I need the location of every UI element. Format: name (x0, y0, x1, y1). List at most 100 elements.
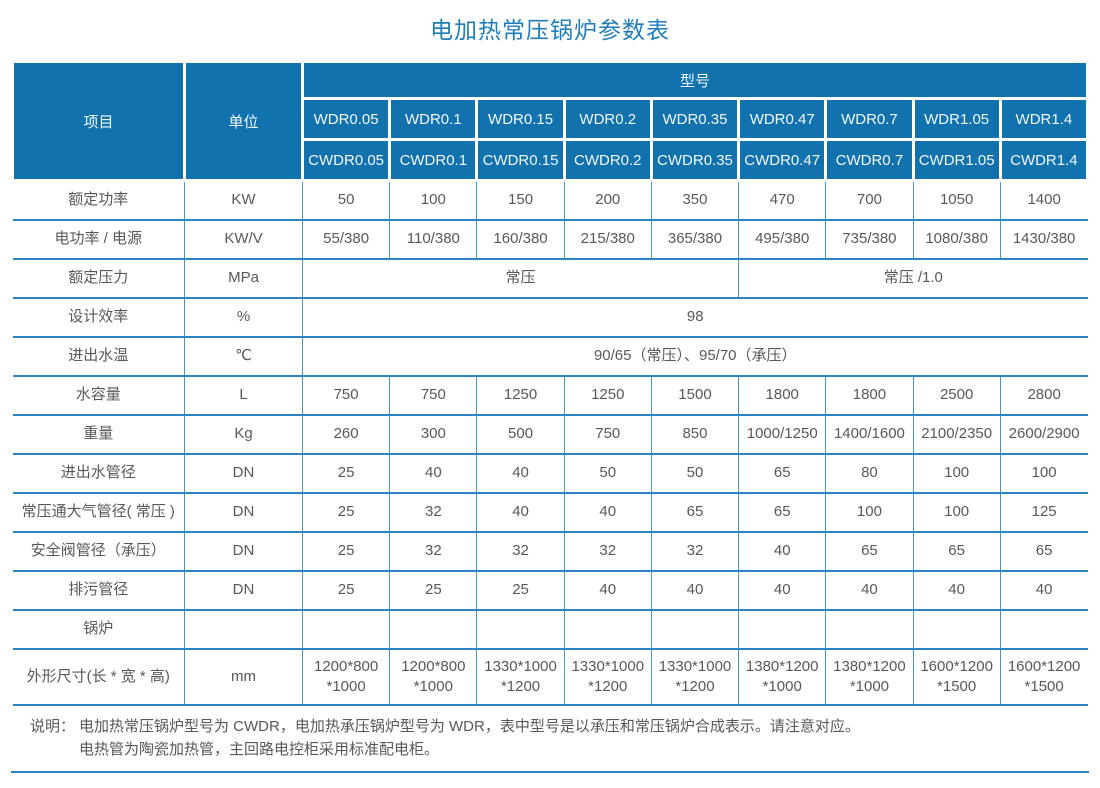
value-cell: 850 (650, 413, 740, 455)
model-header-wdr: WDR1.4 (998, 97, 1090, 141)
value-cell: 2800 (999, 374, 1088, 416)
table-row: 外形尺寸(长 * 宽 * 高) mm 1200*800 *1000 1200*800 … (12, 647, 1088, 706)
value-cell: 40 (389, 452, 478, 494)
row-unit: Kg (184, 413, 303, 455)
value-cell: 40 (738, 530, 827, 572)
row-unit: MPa (184, 257, 303, 299)
note-text: 电加热常压锅炉型号为 CWDR，电加热承压锅炉型号为 WDR，表中型号是以承压和… (75, 715, 1089, 761)
column-header-unit: 单位 (183, 60, 304, 182)
value-cell (825, 608, 914, 650)
value-cell (476, 608, 565, 650)
model-header-cwdr: CWDR0.7 (824, 138, 915, 182)
model-header-cwdr: CWDR0.47 (737, 138, 828, 182)
value-cell: 500 (476, 413, 565, 455)
model-header-wdr: WDR0.15 (475, 97, 566, 141)
value-cell (999, 608, 1088, 650)
value-cell: 750 (301, 374, 391, 416)
value-cell: 55/380 (301, 218, 391, 260)
model-header-wdr: WDR0.35 (649, 97, 741, 141)
table-row: 额定压力 MPa 常压 常压 /1.0 (12, 257, 1088, 299)
model-header-cwdr: CWDR1.4 (998, 138, 1090, 182)
row-unit: DN (184, 530, 303, 572)
value-cell: 110/380 (389, 218, 478, 260)
value-cell: 100 (389, 179, 478, 221)
value-cell: 1500 (650, 374, 740, 416)
row-unit: KW (184, 179, 303, 221)
value-cell: 735/380 (825, 218, 914, 260)
row-unit (184, 608, 303, 650)
column-header-item: 项目 (11, 60, 186, 182)
model-header-wdr: WDR0.7 (824, 97, 915, 141)
row-label: 设计效率 (12, 296, 185, 338)
value-cell: 常压 /1.0 (738, 257, 1088, 299)
value-cell: 1400 (999, 179, 1088, 221)
model-header-wdr: WDR0.05 (300, 97, 392, 141)
model-header-cwdr: CWDR0.15 (475, 138, 566, 182)
table-row: 安全阀管径（承压） DN 25 32 32 32 32 40 65 65 65 (12, 530, 1088, 572)
value-cell: 2500 (912, 374, 1001, 416)
table-row: 额定功率 KW 50 100 150 200 350 470 700 1050 1400 (12, 179, 1088, 221)
value-cell: 1200*800 *1000 (301, 647, 391, 706)
value-cell: 1200*800 *1000 (389, 647, 478, 706)
value-cell: 1330*1000 *1200 (476, 647, 565, 706)
boiler-parameter-table: 项目 单位 型号 WDR0.05 WDR0.1 WDR0.15 WDR0.2 WDR0.… (11, 60, 1090, 706)
model-header-cwdr: CWDR0.1 (388, 138, 479, 182)
row-unit: KW/V (184, 218, 303, 260)
value-cell: 40 (476, 452, 565, 494)
model-header-cwdr: CWDR0.35 (649, 138, 741, 182)
row-label: 进出水温 (12, 335, 185, 377)
note: 说明： 电加热常压锅炉型号为 CWDR，电加热承压锅炉型号为 WDR，表中型号是… (11, 706, 1089, 773)
value-cell: 25 (301, 491, 391, 533)
row-label: 常压通大气管径( 常压 ) (12, 491, 185, 533)
value-cell (563, 608, 652, 650)
value-cell: 98 (302, 296, 1088, 338)
value-cell: 1330*1000 *1200 (650, 647, 740, 706)
value-cell: 1380*1200 *1000 (825, 647, 914, 706)
value-cell: 40 (563, 491, 652, 533)
value-cell (738, 608, 827, 650)
row-unit: DN (184, 452, 303, 494)
value-cell: 1250 (476, 374, 565, 416)
value-cell: 25 (301, 569, 391, 611)
value-cell: 40 (999, 569, 1088, 611)
value-cell: 1250 (563, 374, 652, 416)
value-cell: 1400/1600 (825, 413, 914, 455)
value-cell (912, 608, 1001, 650)
value-cell: 100 (912, 452, 1001, 494)
value-cell: 150 (476, 179, 565, 221)
value-cell: 40 (738, 569, 827, 611)
table-row: 进出水管径 DN 25 40 40 50 50 65 80 100 100 (12, 452, 1088, 494)
row-unit: DN (184, 569, 303, 611)
value-cell: 1380*1200 *1000 (738, 647, 827, 706)
value-cell: 100 (825, 491, 914, 533)
value-cell (389, 608, 478, 650)
model-header-cwdr: CWDR1.05 (911, 138, 1002, 182)
value-cell: 200 (563, 179, 652, 221)
value-cell: 1600*1200 *1500 (999, 647, 1088, 706)
value-cell: 65 (650, 491, 740, 533)
value-cell: 50 (650, 452, 740, 494)
value-cell: 1050 (912, 179, 1001, 221)
table-row: 锅炉 (12, 608, 1088, 650)
value-cell: 1000/1250 (738, 413, 827, 455)
value-cell: 40 (563, 569, 652, 611)
row-label: 安全阀管径（承压） (12, 530, 185, 572)
value-cell: 25 (301, 530, 391, 572)
value-cell: 100 (999, 452, 1088, 494)
row-label: 水容量 (12, 374, 185, 416)
value-cell: 32 (650, 530, 740, 572)
table-row: 水容量 L 750 750 1250 1250 1500 1800 1800 2500 2800 (12, 374, 1088, 416)
table-row: 进出水温 ℃ 90/65（常压）、95/70（承压） (12, 335, 1088, 377)
value-cell: 495/380 (738, 218, 827, 260)
row-unit: % (184, 296, 303, 338)
page-title: 电加热常压锅炉参数表 (430, 17, 670, 43)
value-cell: 50 (301, 179, 391, 221)
row-unit: mm (184, 647, 303, 706)
value-cell: 32 (476, 530, 565, 572)
value-cell: 1800 (738, 374, 827, 416)
note-line-1: 电加热常压锅炉型号为 CWDR，电加热承压锅炉型号为 WDR，表中型号是以承压和… (79, 717, 860, 735)
value-cell: 65 (912, 530, 1001, 572)
value-cell: 1330*1000 *1200 (563, 647, 652, 706)
table-row: 重量 Kg 260 300 500 750 850 1000/1250 1400/1600 210… (12, 413, 1088, 455)
model-header-wdr: WDR0.47 (737, 97, 828, 141)
